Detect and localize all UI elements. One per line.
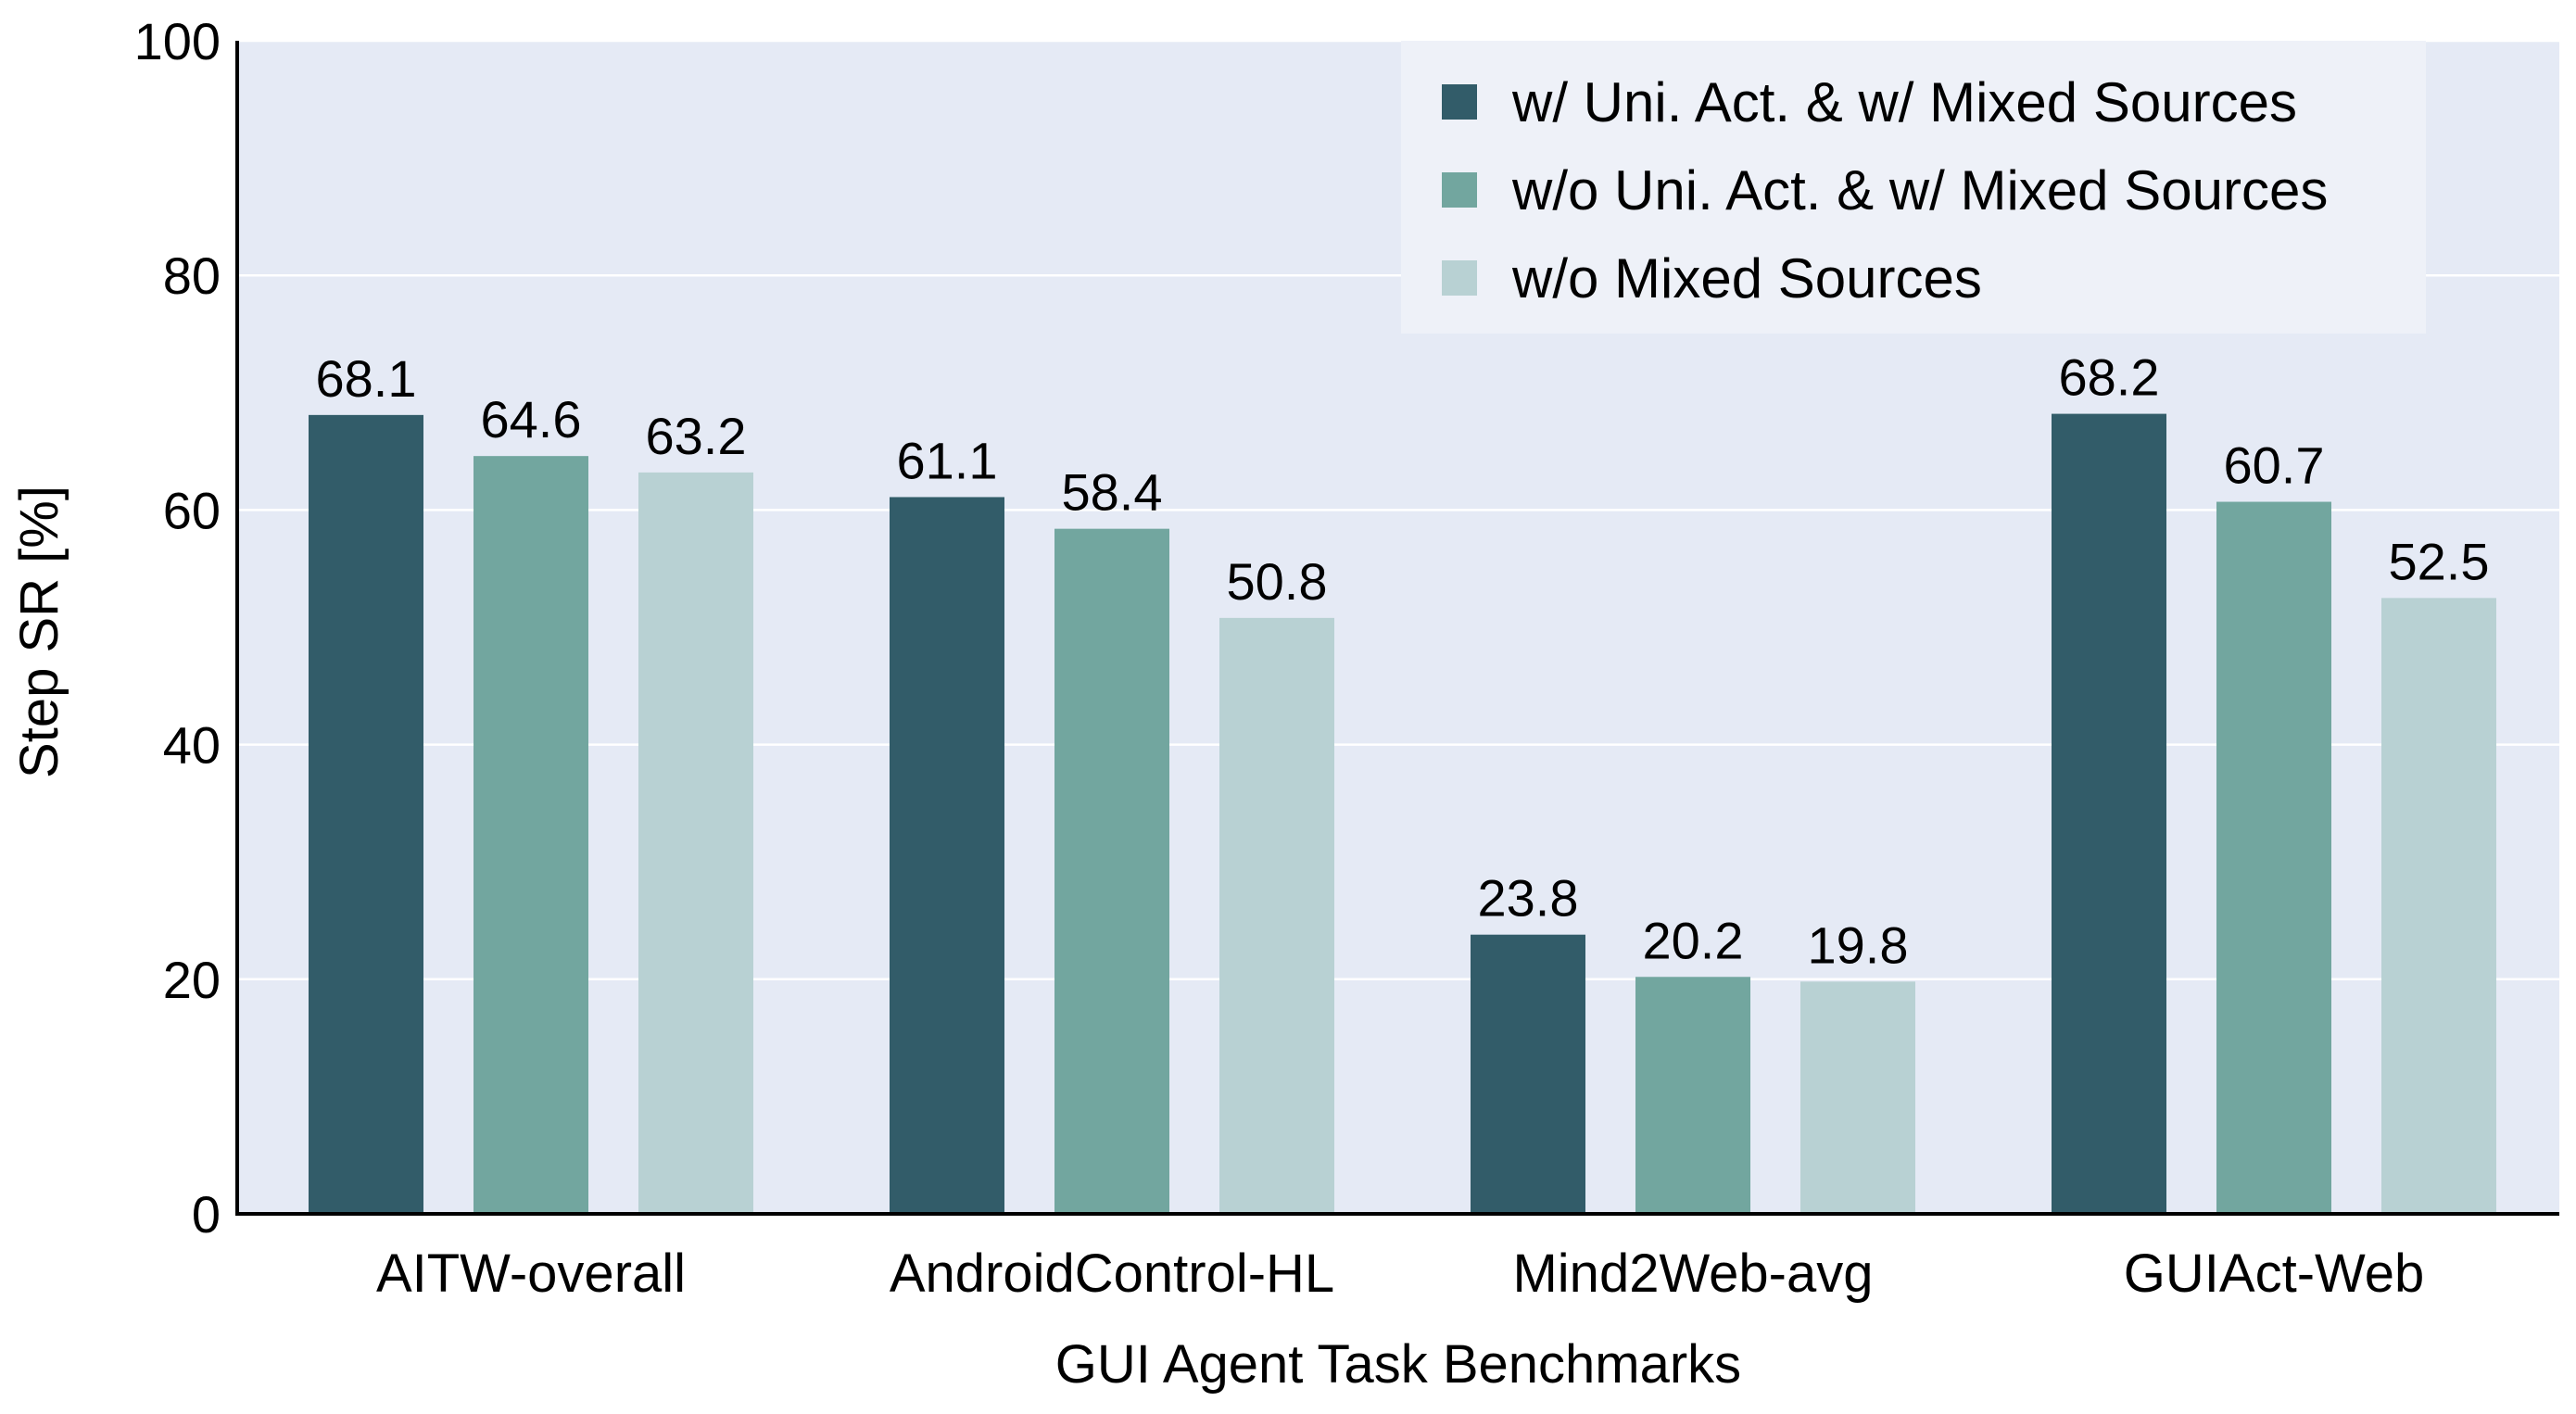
bar: [1800, 981, 1915, 1214]
x-category-label: GUIAct-Web: [2124, 1244, 2424, 1304]
y-axis-title: Step SR [%]: [9, 486, 69, 778]
legend-swatch: [1442, 260, 1477, 296]
bar: [474, 456, 588, 1214]
bars: [309, 413, 2496, 1214]
data-label: 19.8: [1808, 915, 1909, 974]
legend-swatch: [1442, 172, 1477, 208]
legend: w/ Uni. Act. & w/ Mixed Sources w/o Uni. …: [1401, 41, 2426, 334]
legend-label: w/o Uni. Act. & w/ Mixed Sources: [1511, 159, 2328, 221]
data-label: 64.6: [481, 390, 582, 448]
gridlines: [237, 39, 2559, 981]
bar: [638, 472, 753, 1214]
x-category-label: AndroidControl-HL: [890, 1244, 1334, 1304]
y-tick-label: 40: [163, 716, 221, 775]
y-tick-label: 20: [163, 951, 221, 1009]
legend-label: w/ Uni. Act. & w/ Mixed Sources: [1511, 71, 2297, 133]
y-tick-label: 0: [192, 1185, 221, 1244]
bar: [309, 414, 423, 1214]
y-tick-label: 100: [134, 12, 221, 70]
y-tick-label: 80: [163, 246, 221, 305]
data-label: 20.2: [1643, 911, 1744, 969]
x-axis-title: GUI Agent Task Benchmarks: [1055, 1334, 1741, 1395]
legend-label: w/o Mixed Sources: [1511, 247, 1982, 309]
bar: [2216, 501, 2331, 1214]
bar: [890, 497, 1004, 1214]
axes: [235, 41, 2559, 1216]
data-label: 23.8: [1478, 869, 1579, 928]
legend-background: [1401, 41, 2426, 334]
bar: [2381, 598, 2496, 1214]
data-label: 52.5: [2389, 532, 2490, 590]
data-label: 61.1: [897, 431, 998, 489]
legend-swatch: [1442, 84, 1477, 120]
bar: [1635, 977, 1750, 1214]
category-labels: AITW-overall AndroidControl-HL Mind2Web-av…: [376, 1244, 2424, 1304]
bar: [1219, 617, 1334, 1214]
bar: [1054, 528, 1169, 1214]
data-label: 63.2: [646, 407, 747, 465]
tick-labels: 0 20 40 60 80 100: [134, 12, 221, 1244]
data-label: 68.1: [316, 349, 417, 408]
data-label: 60.7: [2224, 436, 2325, 495]
bar: [1471, 934, 1585, 1214]
data-labels: 68.1 64.6 63.2 61.1 58.4 50.8 23.8 20.2 19.8 68.2…: [316, 348, 2490, 975]
data-label: 58.4: [1062, 463, 1163, 522]
data-label: 50.8: [1227, 552, 1328, 611]
data-label: 68.2: [2059, 348, 2160, 407]
x-category-label: Mind2Web-avg: [1512, 1244, 1873, 1304]
y-tick-label: 60: [163, 481, 221, 539]
bar: [2052, 413, 2166, 1214]
x-category-label: AITW-overall: [376, 1244, 686, 1304]
